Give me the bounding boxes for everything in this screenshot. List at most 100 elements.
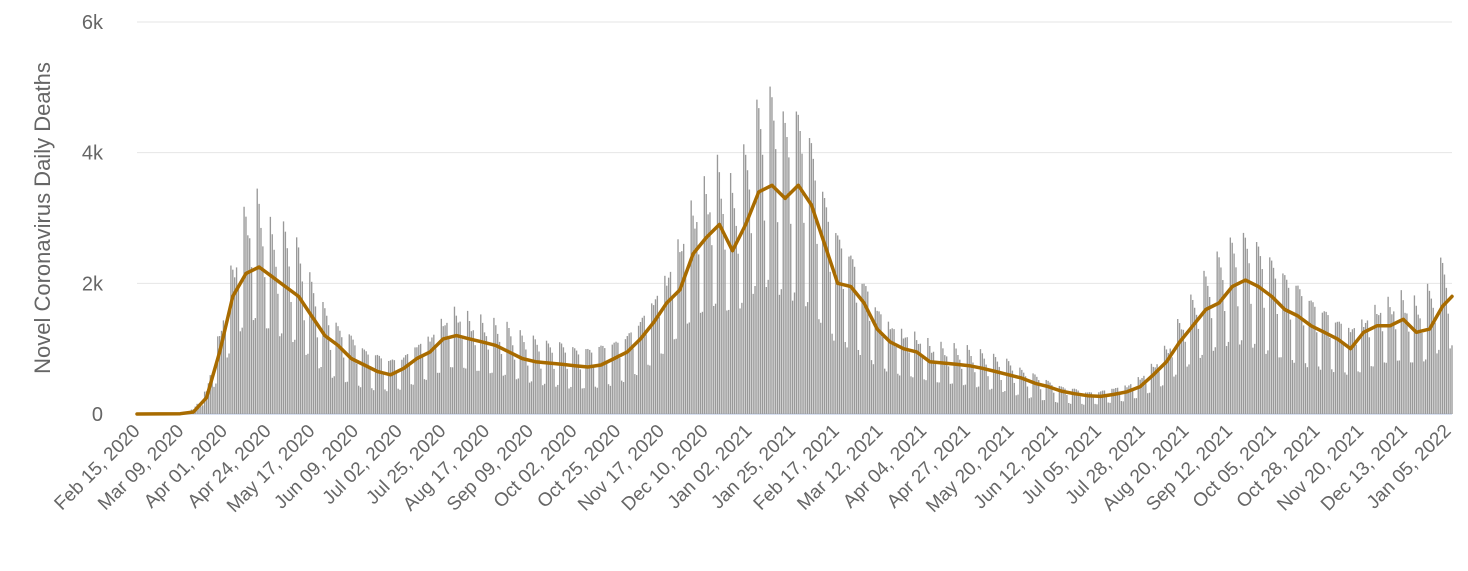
daily-death-bar: [380, 358, 382, 414]
daily-death-bar: [1440, 257, 1442, 414]
daily-death-bar: [399, 389, 401, 414]
daily-death-bar: [391, 359, 394, 414]
daily-death-bar: [801, 153, 803, 414]
daily-death-bar: [1306, 367, 1309, 414]
daily-death-bar: [1177, 319, 1179, 414]
daily-death-bar: [1184, 341, 1186, 414]
daily-death-bar: [463, 367, 465, 414]
daily-death-bar: [337, 326, 339, 414]
daily-death-bar: [806, 302, 809, 414]
daily-death-bar: [1051, 384, 1053, 414]
daily-death-bar: [855, 302, 858, 414]
daily-death-bar: [327, 325, 330, 414]
daily-death-bar: [1006, 358, 1008, 414]
daily-death-bar: [1193, 307, 1196, 414]
daily-death-bar: [1308, 300, 1310, 414]
daily-death-bar: [1096, 404, 1098, 414]
daily-death-bar: [996, 361, 999, 414]
daily-death-bar: [326, 315, 328, 414]
daily-death-bar: [1207, 285, 1209, 414]
daily-death-bar: [607, 384, 610, 414]
daily-death-bar: [1314, 306, 1316, 414]
daily-death-bar: [726, 310, 728, 414]
daily-death-bar: [354, 345, 356, 414]
daily-death-bar: [1203, 270, 1205, 414]
daily-death-bar: [1128, 385, 1130, 414]
daily-death-bar: [483, 332, 486, 414]
daily-death-bar: [718, 172, 721, 414]
daily-death-bar: [228, 353, 230, 414]
daily-death-bar: [626, 336, 628, 414]
daily-death-bar: [352, 339, 354, 414]
daily-death-bar: [1406, 313, 1408, 414]
daily-death-bar: [590, 352, 593, 414]
daily-death-bar: [294, 339, 296, 414]
daily-death-bar: [852, 259, 854, 414]
daily-death-bar: [848, 256, 850, 414]
daily-death-bar: [279, 336, 281, 414]
daily-death-bar: [1011, 370, 1014, 414]
daily-death-bar: [1417, 314, 1419, 414]
daily-death-bar: [247, 235, 249, 414]
daily-death-bar: [271, 234, 273, 414]
daily-death-bar: [1075, 389, 1077, 414]
daily-death-bar: [1224, 311, 1226, 414]
daily-death-bar: [243, 206, 245, 414]
daily-death-bar: [904, 337, 907, 414]
daily-death-bar: [964, 384, 967, 414]
daily-death-bar: [1171, 357, 1173, 414]
daily-death-bar: [510, 336, 512, 414]
daily-death-bar: [865, 286, 867, 414]
daily-death-bar: [419, 343, 422, 414]
daily-death-bar: [523, 342, 525, 414]
daily-death-bar: [1173, 376, 1175, 414]
daily-death-bar: [1231, 242, 1233, 414]
daily-death-bar: [823, 198, 826, 414]
daily-death-bar: [1257, 246, 1260, 414]
daily-death-bar: [944, 355, 946, 414]
daily-death-bar: [760, 129, 762, 415]
daily-death-bar: [256, 188, 258, 414]
daily-death-bar: [979, 349, 982, 414]
daily-death-bar: [739, 308, 741, 414]
daily-death-bar: [722, 213, 724, 414]
daily-death-bar: [1334, 322, 1337, 414]
daily-death-bar: [376, 354, 379, 414]
daily-death-bar: [1131, 389, 1134, 414]
daily-death-bar: [876, 310, 878, 414]
daily-death-bar: [930, 352, 933, 414]
daily-death-bar: [707, 214, 709, 414]
daily-death-bar: [320, 366, 322, 414]
daily-death-bar: [632, 348, 634, 414]
daily-death-bar: [611, 344, 613, 414]
daily-death-bar: [1188, 364, 1190, 414]
daily-death-bar: [1363, 327, 1365, 414]
daily-death-bar: [1304, 363, 1307, 414]
daily-death-bar: [564, 352, 566, 414]
daily-death-bar: [634, 374, 636, 414]
daily-death-bar: [1197, 328, 1200, 414]
daily-death-bar: [709, 212, 711, 414]
daily-death-bar: [404, 355, 407, 414]
daily-death-bar: [1400, 290, 1402, 414]
daily-death-bar: [581, 388, 583, 414]
daily-death-bar: [1376, 313, 1378, 414]
daily-death-bar: [534, 339, 536, 414]
daily-death-bar: [410, 384, 412, 414]
daily-death-bar: [589, 349, 591, 414]
daily-death-bar: [1284, 275, 1286, 414]
daily-death-bar: [895, 346, 897, 414]
daily-death-bar: [844, 342, 846, 414]
daily-death-bar: [1115, 388, 1117, 414]
daily-death-bar: [927, 337, 929, 414]
daily-death-bar: [1293, 362, 1295, 414]
daily-death-bar: [936, 382, 938, 414]
daily-death-bar: [628, 333, 630, 414]
daily-death-bar: [455, 315, 458, 414]
daily-death-bar: [889, 329, 891, 414]
daily-death-bar: [389, 360, 392, 414]
daily-death-bar: [297, 247, 300, 414]
daily-death-bar: [1090, 392, 1092, 414]
daily-death-bar: [1319, 369, 1322, 414]
daily-death-bar: [651, 303, 653, 414]
